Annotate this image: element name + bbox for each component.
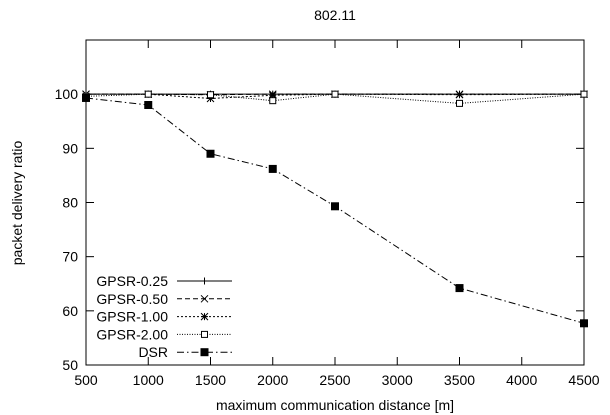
data-point — [331, 90, 339, 98]
x-tick-label: 4000 — [506, 372, 537, 388]
data-point — [144, 90, 152, 98]
legend-marker — [201, 277, 208, 285]
data-point — [206, 149, 215, 158]
y-tick-label: 90 — [62, 140, 78, 156]
y-axis-title: packet delivery ratio — [9, 141, 25, 266]
legend-label: GPSR-0.25 — [96, 273, 168, 289]
data-point — [456, 99, 463, 107]
x-tick-label: 2500 — [319, 372, 350, 388]
legend-label: GPSR-0.50 — [96, 291, 168, 307]
data-point — [580, 90, 588, 98]
y-tick-label: 70 — [62, 249, 78, 265]
data-point — [580, 319, 588, 328]
x-tick-label: 500 — [74, 372, 98, 388]
data-point — [269, 97, 277, 105]
x-tick-label: 1500 — [195, 372, 226, 388]
data-point — [331, 202, 339, 211]
legend-label: DSR — [138, 344, 168, 360]
data-point — [207, 91, 214, 99]
x-tick-label: 3500 — [444, 372, 475, 388]
data-point — [455, 90, 464, 99]
legend-marker — [200, 312, 209, 321]
y-tick-label: 100 — [55, 86, 79, 102]
data-point — [268, 164, 277, 173]
series-gpsr-2-00 — [82, 90, 588, 107]
x-tick-label: 3000 — [382, 372, 413, 388]
y-tick-label: 80 — [62, 195, 78, 211]
legend-marker — [200, 348, 209, 357]
plot-area: 500 1000 1500 2000 2500 3000 3500 4000 4500 50 60 7… — [55, 39, 600, 388]
legend-label: GPSR-1.00 — [96, 309, 168, 325]
data-point — [455, 284, 464, 293]
x-tick-label: 1000 — [133, 372, 164, 388]
legend-label: GPSR-2.00 — [96, 326, 168, 342]
data-point — [82, 93, 90, 102]
y-tick-label: 50 — [62, 357, 78, 373]
legend-marker — [201, 330, 208, 338]
data-point — [268, 91, 277, 100]
series-line — [85, 97, 585, 324]
y-tick-label: 60 — [62, 303, 78, 319]
x-axis-title: maximum communication distance [m] — [216, 397, 454, 413]
x-tick-label: 2000 — [257, 372, 288, 388]
series-dsr — [82, 93, 588, 328]
chart-title: 802.11 — [314, 7, 356, 23]
data-point — [206, 94, 215, 103]
legend-marker — [200, 294, 209, 303]
x-tick-label: 4500 — [568, 372, 599, 388]
data-point — [144, 101, 153, 109]
